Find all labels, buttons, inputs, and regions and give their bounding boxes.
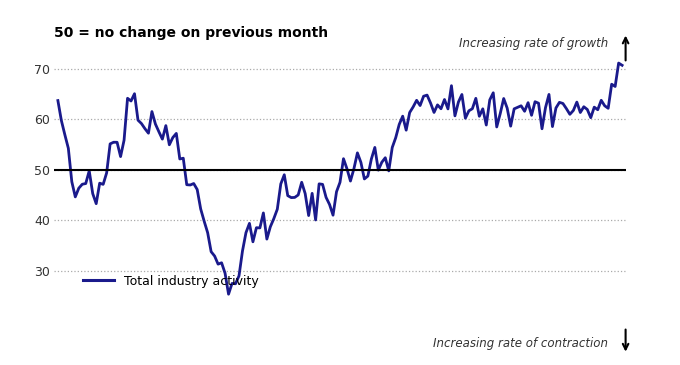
Text: Increasing rate of contraction: Increasing rate of contraction — [433, 337, 609, 350]
Text: 50 = no change on previous month: 50 = no change on previous month — [54, 26, 328, 39]
Text: Increasing rate of growth: Increasing rate of growth — [459, 37, 609, 50]
Legend: Total industry activity: Total industry activity — [78, 270, 264, 293]
